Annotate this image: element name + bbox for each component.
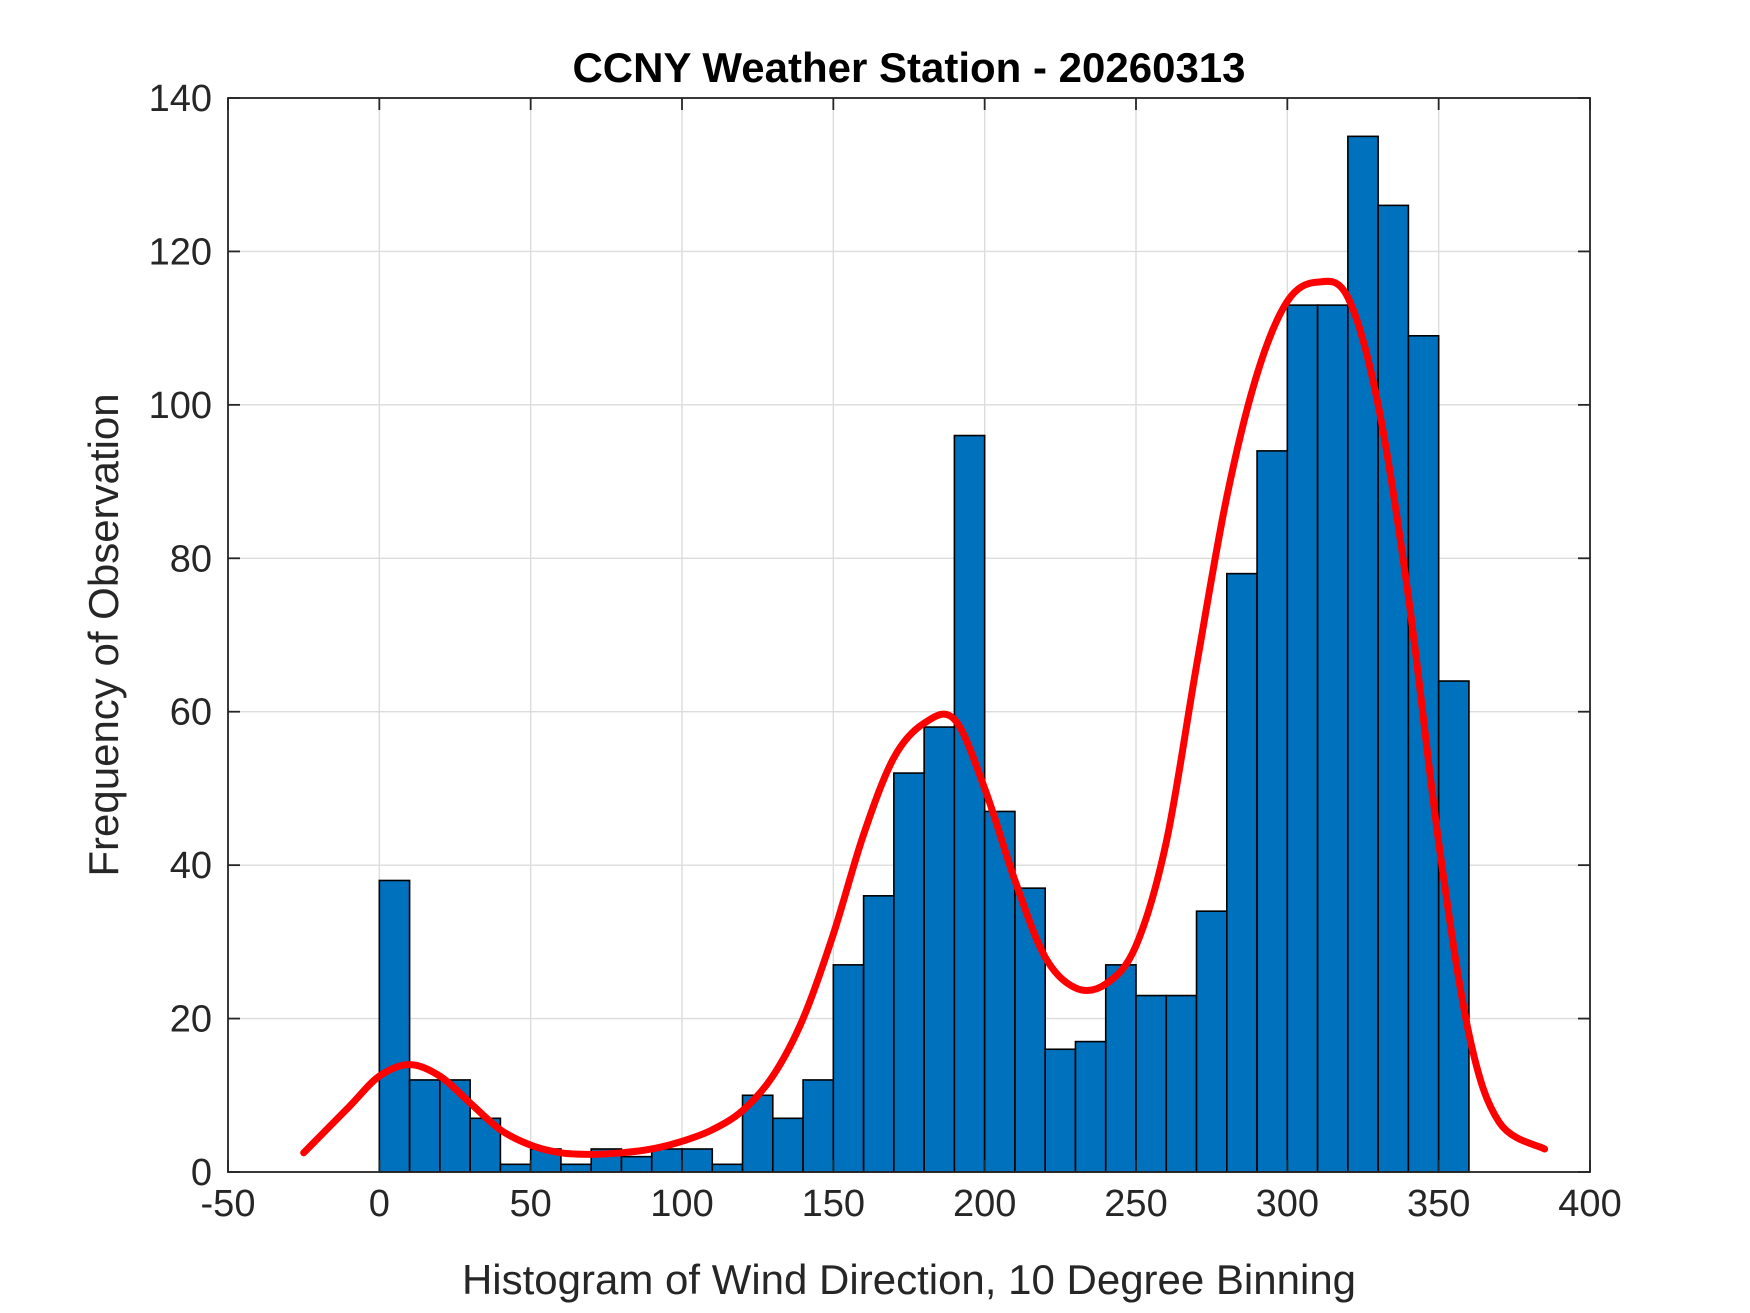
x-tick-label: 100 bbox=[650, 1183, 713, 1225]
bars-group bbox=[378, 135, 1470, 1173]
histogram-bar bbox=[1347, 135, 1379, 1173]
plot-frame bbox=[227, 97, 1591, 1173]
x-tick-label: 350 bbox=[1407, 1183, 1470, 1225]
histogram-bar bbox=[802, 1079, 835, 1173]
y-tick-label: 0 bbox=[191, 1152, 212, 1194]
histogram-bar bbox=[862, 895, 895, 1173]
x-tick-label: 150 bbox=[802, 1183, 865, 1225]
histogram-bar bbox=[408, 1079, 441, 1173]
x-axis-label: Histogram of Wind Direction, 10 Degree B… bbox=[462, 1256, 1356, 1303]
y-tick-label: 40 bbox=[170, 845, 212, 887]
y-tick-label: 20 bbox=[170, 999, 212, 1041]
tick-marks bbox=[227, 97, 1591, 1173]
histogram-bar bbox=[1377, 204, 1410, 1173]
fit-line-group bbox=[300, 277, 1549, 1158]
histogram-bar bbox=[771, 1117, 804, 1173]
histogram-bar bbox=[711, 1163, 744, 1173]
histogram-bar bbox=[620, 1155, 653, 1173]
histogram-bar bbox=[378, 879, 411, 1173]
histogram-bar bbox=[1407, 335, 1440, 1173]
histogram-bar bbox=[1044, 1048, 1077, 1173]
histogram-bar bbox=[1135, 994, 1168, 1173]
histogram-bar bbox=[953, 434, 986, 1173]
histogram-bar bbox=[1226, 572, 1258, 1173]
histogram-bar bbox=[1256, 450, 1289, 1173]
x-tick-label: 50 bbox=[510, 1183, 552, 1225]
histogram-bar bbox=[893, 772, 925, 1173]
histogram-bar bbox=[1104, 964, 1137, 1173]
y-tick-label: 140 bbox=[149, 78, 212, 120]
histogram-bar bbox=[1074, 1040, 1107, 1173]
x-tick-label: 200 bbox=[953, 1183, 1016, 1225]
histogram-bar bbox=[923, 726, 956, 1173]
x-tick-label: 400 bbox=[1558, 1183, 1621, 1225]
y-tick-label: 120 bbox=[149, 231, 212, 273]
y-tick-labels: 0 20 40 60 80 100 120 140 bbox=[149, 78, 212, 1194]
histogram-bar bbox=[1165, 994, 1198, 1173]
histogram-bar bbox=[681, 1148, 714, 1173]
x-tick-label: 250 bbox=[1104, 1183, 1167, 1225]
histogram-bar bbox=[1195, 910, 1228, 1173]
fit-curve bbox=[300, 277, 1549, 1158]
histogram-bar bbox=[560, 1163, 593, 1173]
x-tick-labels: -50 0 50 100 150 200 250 300 350 400 bbox=[201, 1183, 1622, 1225]
x-tick-label: -50 bbox=[201, 1183, 256, 1225]
histogram-bar bbox=[832, 964, 865, 1173]
y-tick-label: 60 bbox=[170, 692, 212, 734]
histogram-bar bbox=[1286, 304, 1319, 1173]
y-axis-label: Frequency of Observation bbox=[80, 393, 127, 876]
chart-title: CCNY Weather Station - 20260313 bbox=[572, 44, 1245, 91]
x-tick-label: 0 bbox=[369, 1183, 390, 1225]
histogram-bar bbox=[650, 1148, 683, 1173]
y-tick-label: 80 bbox=[170, 538, 212, 580]
histogram-bar bbox=[1316, 304, 1349, 1173]
x-tick-label: 300 bbox=[1256, 1183, 1319, 1225]
y-tick-label: 100 bbox=[149, 385, 212, 427]
histogram-bar bbox=[439, 1079, 471, 1173]
histogram-bar bbox=[499, 1163, 532, 1173]
